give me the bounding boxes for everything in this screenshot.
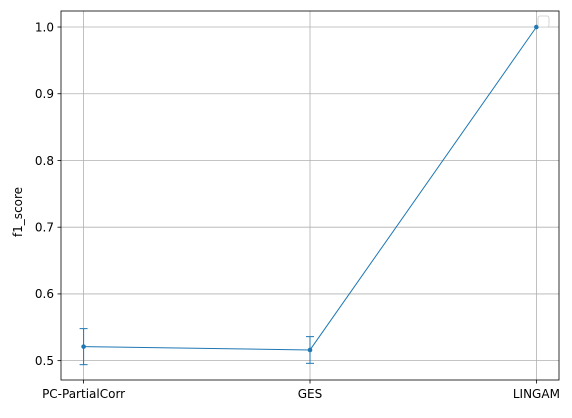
y-axis-label: f1_score — [11, 187, 25, 237]
y-tick-label: 0.6 — [35, 287, 54, 301]
y-tick-label: 0.5 — [35, 354, 54, 368]
data-point — [81, 344, 86, 349]
legend-box — [537, 15, 550, 28]
data-point — [307, 347, 313, 353]
data-series — [79, 24, 539, 366]
axis-ticks: PC-PartialCorr GES LINGAM 0.5 0.6 0.7 0.8 0.9 1.… — [35, 20, 560, 401]
data-point — [534, 24, 539, 30]
y-tick-label: 0.7 — [35, 220, 54, 234]
grid-lines — [61, 11, 559, 380]
y-tick-label: 1.0 — [35, 20, 54, 34]
x-tick-label: GES — [298, 387, 323, 401]
y-tick-label: 0.9 — [35, 87, 54, 101]
y-tick-label: 0.8 — [35, 154, 54, 168]
x-tick-label: LINGAM — [513, 387, 560, 401]
x-tick-label: PC-PartialCorr — [42, 387, 125, 401]
